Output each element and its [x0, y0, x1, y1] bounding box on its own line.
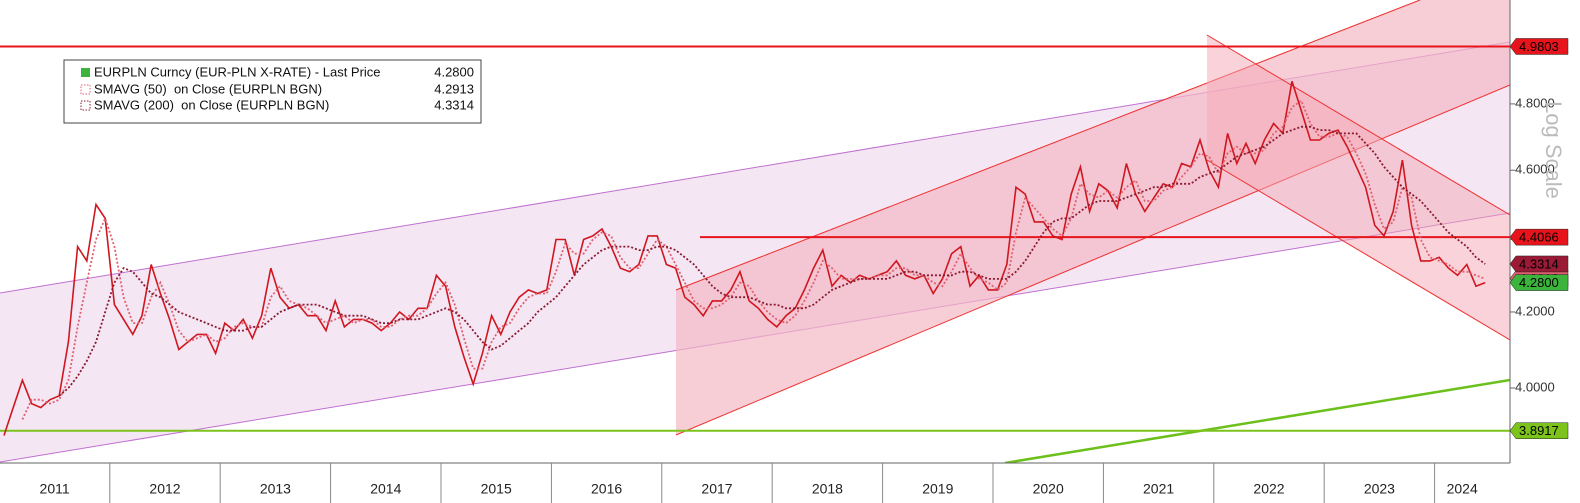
legend-value: 4.2913: [434, 81, 474, 96]
legend: EURPLN Curncy (EUR-PLN X-RATE) - Last Pr…: [63, 59, 482, 124]
x-tick-label: 2013: [260, 481, 291, 497]
legend-value: 4.3314: [434, 97, 474, 112]
x-tick-label: 2011: [40, 481, 70, 497]
legend-box: [63, 59, 482, 124]
legend-label: EURPLN Curncy (EUR-PLN X-RATE) - Last Pr…: [94, 64, 381, 79]
legend-label: SMAVG (50) on Close (EURPLN BGN): [94, 81, 322, 96]
x-tick-label: 2018: [812, 481, 843, 497]
x-tick-label: 2014: [370, 481, 401, 497]
tag-shape: [1509, 228, 1569, 246]
legend-value: 4.2800: [434, 64, 474, 79]
legend-swatch: [80, 100, 91, 111]
legend-swatch: [81, 68, 90, 77]
x-tick-label: 2015: [481, 481, 512, 497]
sma-line: [21, 99, 1486, 420]
x-tick-label: 2012: [149, 481, 180, 497]
x-tick-label: 2016: [591, 481, 622, 497]
tag-shape: [1509, 274, 1569, 291]
y-tick-label: 4.6000: [1515, 162, 1555, 177]
red-falling-channel: [1207, 35, 1510, 340]
price-tag: 3.8917: [1509, 422, 1569, 440]
x-tick-label: 2017: [701, 481, 732, 497]
tag-shape: [1509, 38, 1569, 55]
tag-label: 4.4066: [1519, 230, 1559, 245]
price-tag: 4.3314: [1509, 255, 1569, 273]
y-tick-label: 4.0000: [1515, 379, 1555, 394]
tag-label: 4.3314: [1519, 256, 1559, 271]
tag-shape: [1509, 255, 1569, 273]
tag-shape: [1509, 422, 1569, 440]
scale-label: Log Scale: [1541, 101, 1566, 199]
y-tick-label: 4.8000: [1515, 95, 1555, 110]
tag-label: 4.9803: [1519, 39, 1559, 54]
x-tick-label: 2020: [1033, 481, 1064, 497]
x-tick-label: 2022: [1253, 481, 1284, 497]
price-line: [3, 81, 1486, 436]
legend-label: SMAVG (200) on Close (EURPLN BGN): [94, 97, 329, 112]
channel-line: [1206, 159, 1510, 341]
x-tick-label: 2023: [1364, 481, 1395, 497]
plot: [0, 45, 1510, 436]
channel-line: [1206, 34, 1510, 216]
channel-line: [675, 0, 1421, 291]
x-tick-label: 2019: [922, 481, 953, 497]
price-tag: 4.9803: [1509, 38, 1569, 55]
tag-label: 3.8917: [1519, 423, 1559, 438]
price-tag: 4.4066: [1509, 228, 1569, 246]
tag-label: 4.2800: [1519, 275, 1559, 290]
support-line: [1004, 378, 1510, 463]
price-tag: 4.2800: [1509, 274, 1569, 291]
legend-swatch: [80, 84, 91, 95]
x-tick-label: 2021: [1143, 481, 1174, 497]
x-tick-label: 2024: [1447, 481, 1478, 497]
y-tick-label: 4.2000: [1515, 303, 1555, 318]
